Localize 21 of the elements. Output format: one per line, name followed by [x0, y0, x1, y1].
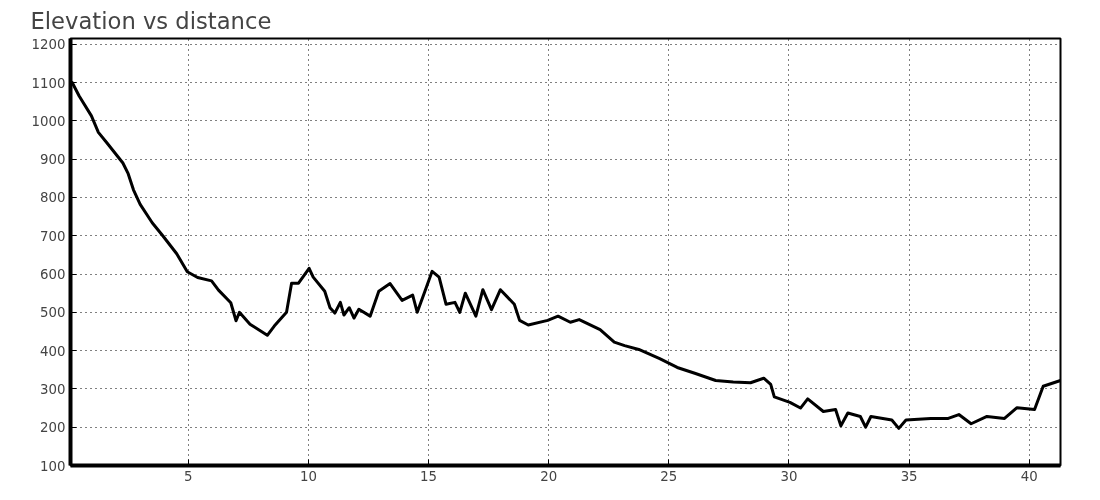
y-tick-label: 400 — [40, 343, 66, 359]
y-tick-label: 500 — [40, 305, 66, 321]
y-tick-label: 1200 — [31, 37, 66, 53]
x-tick-label: 30 — [780, 468, 798, 484]
chart-title: Elevation vs distance — [30, 7, 272, 34]
y-tick-label: 800 — [40, 190, 66, 206]
y-tick-label: 1000 — [31, 113, 66, 129]
y-tick-label: 900 — [40, 152, 66, 168]
y-tick-label: 700 — [40, 228, 66, 244]
y-tick-label: 100 — [40, 458, 66, 474]
x-tick-label: 5 — [184, 468, 193, 484]
y-tick-label: 300 — [40, 381, 66, 397]
y-tick-label: 200 — [40, 420, 66, 436]
x-tick-label: 25 — [660, 468, 678, 484]
x-tick-label: 40 — [1020, 468, 1038, 484]
x-tick-label: 10 — [299, 468, 317, 484]
y-tick-label: 600 — [40, 267, 66, 283]
x-tick-label: 20 — [540, 468, 558, 484]
x-tick-label: 15 — [420, 468, 438, 484]
y-tick-label: 1100 — [31, 75, 66, 91]
x-tick-label: 35 — [900, 468, 918, 484]
